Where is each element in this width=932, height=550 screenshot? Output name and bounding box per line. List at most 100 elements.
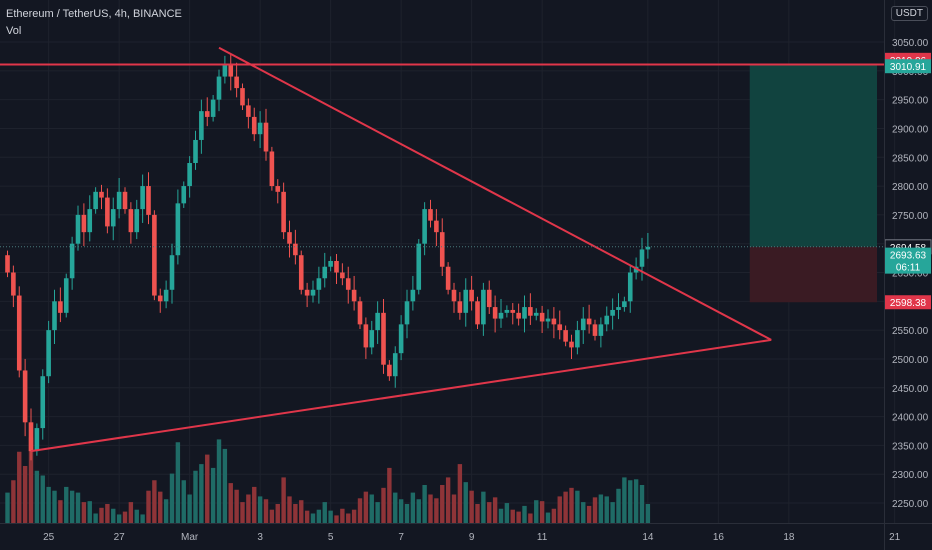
- candle-body[interactable]: [28, 422, 34, 452]
- candle-body[interactable]: [545, 318, 551, 322]
- candle-body[interactable]: [263, 122, 269, 152]
- candle-body[interactable]: [469, 289, 474, 302]
- candle-body[interactable]: [69, 243, 75, 279]
- candle-body[interactable]: [199, 111, 204, 140]
- candle-body[interactable]: [304, 289, 310, 296]
- candle-body[interactable]: [410, 289, 416, 302]
- candle-body[interactable]: [627, 272, 633, 302]
- triangle-upper-line[interactable]: [218, 46, 772, 341]
- triangle-lower-line[interactable]: [30, 338, 772, 453]
- volume-indicator-label[interactable]: Vol: [6, 25, 22, 37]
- candle-body[interactable]: [269, 151, 275, 187]
- candle-body[interactable]: [557, 324, 563, 331]
- candle-body[interactable]: [486, 289, 492, 308]
- candle-body[interactable]: [169, 255, 175, 290]
- candle-body[interactable]: [46, 330, 51, 377]
- candle-body[interactable]: [422, 209, 427, 244]
- candle-body[interactable]: [316, 278, 322, 290]
- candle-body[interactable]: [152, 214, 157, 296]
- candle-body[interactable]: [369, 330, 375, 348]
- candle-body[interactable]: [592, 324, 598, 336]
- candle-body[interactable]: [375, 312, 380, 331]
- candle-body[interactable]: [275, 186, 281, 192]
- candle-body[interactable]: [140, 186, 145, 210]
- candle-body[interactable]: [504, 309, 510, 313]
- currency-selector[interactable]: USDT: [890, 6, 928, 21]
- candle-body[interactable]: [116, 191, 122, 210]
- candle-body[interactable]: [404, 301, 410, 325]
- candle-body[interactable]: [463, 289, 469, 313]
- candle-body[interactable]: [181, 186, 187, 204]
- target-zone[interactable]: [749, 64, 877, 247]
- candle-body[interactable]: [40, 376, 46, 429]
- candle-body[interactable]: [5, 255, 10, 273]
- candle-body[interactable]: [387, 364, 392, 377]
- candle-body[interactable]: [187, 163, 192, 187]
- candle-body[interactable]: [251, 116, 257, 135]
- candle-body[interactable]: [616, 307, 621, 310]
- candle-body[interactable]: [163, 289, 169, 302]
- candle-body[interactable]: [93, 191, 98, 210]
- candle-body[interactable]: [439, 232, 445, 267]
- candle-body[interactable]: [357, 301, 363, 325]
- candle-body[interactable]: [87, 209, 93, 233]
- candle-body[interactable]: [604, 315, 610, 325]
- candle-body[interactable]: [528, 307, 533, 316]
- candle-body[interactable]: [257, 122, 263, 135]
- candle-body[interactable]: [586, 318, 592, 325]
- candle-body[interactable]: [475, 301, 480, 325]
- candle-body[interactable]: [398, 324, 404, 354]
- candle-body[interactable]: [481, 289, 486, 325]
- candle-body[interactable]: [216, 76, 222, 100]
- candle-body[interactable]: [645, 246, 651, 250]
- candle-body[interactable]: [52, 301, 57, 331]
- candle-body[interactable]: [428, 209, 433, 221]
- candle-body[interactable]: [146, 186, 151, 215]
- stop-zone[interactable]: [749, 246, 877, 303]
- candle-body[interactable]: [134, 209, 140, 233]
- candle-body[interactable]: [175, 203, 181, 256]
- candle-body[interactable]: [58, 301, 63, 313]
- candle-body[interactable]: [11, 272, 16, 296]
- candle-body[interactable]: [234, 76, 239, 89]
- candle-body[interactable]: [457, 301, 463, 313]
- candle-body[interactable]: [569, 341, 574, 348]
- candle-body[interactable]: [99, 191, 104, 198]
- candle-body[interactable]: [434, 220, 439, 233]
- candle-body[interactable]: [246, 105, 251, 117]
- candle-body[interactable]: [533, 312, 539, 316]
- candle-body[interactable]: [16, 295, 22, 371]
- candle-body[interactable]: [157, 295, 163, 302]
- candle-body[interactable]: [293, 243, 298, 256]
- candle-body[interactable]: [381, 312, 386, 365]
- candle-body[interactable]: [298, 255, 304, 290]
- candle-body[interactable]: [363, 324, 369, 348]
- candle-body[interactable]: [510, 309, 516, 313]
- candle-body[interactable]: [345, 278, 351, 290]
- candle-body[interactable]: [622, 301, 627, 308]
- candle-body[interactable]: [310, 289, 316, 296]
- candle-body[interactable]: [580, 318, 586, 331]
- candle-body[interactable]: [281, 191, 286, 233]
- candle-body[interactable]: [22, 370, 28, 423]
- candle-body[interactable]: [451, 289, 457, 302]
- candle-body[interactable]: [322, 266, 328, 279]
- candle-body[interactable]: [128, 209, 134, 233]
- candle-body[interactable]: [222, 65, 228, 77]
- candle-body[interactable]: [598, 324, 604, 336]
- candle-body[interactable]: [416, 243, 422, 290]
- candle-body[interactable]: [228, 65, 234, 77]
- candle-body[interactable]: [445, 266, 451, 290]
- candle-body[interactable]: [351, 289, 357, 302]
- candle-body[interactable]: [575, 330, 580, 348]
- candle-body[interactable]: [63, 278, 69, 313]
- candle-body[interactable]: [75, 214, 81, 244]
- candle-body[interactable]: [492, 307, 498, 319]
- candle-body[interactable]: [81, 214, 87, 233]
- candle-body[interactable]: [551, 318, 557, 325]
- candle-body[interactable]: [105, 197, 110, 227]
- candle-body[interactable]: [204, 111, 210, 117]
- candle-body[interactable]: [193, 139, 198, 164]
- candle-body[interactable]: [34, 428, 40, 452]
